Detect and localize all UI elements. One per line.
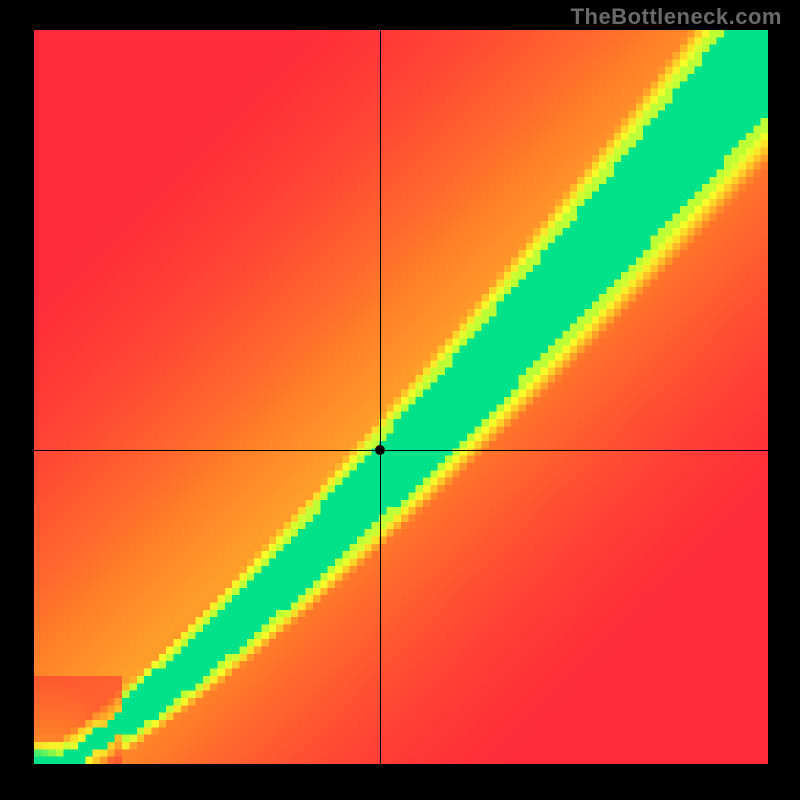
crosshair-dot [375,445,385,455]
heatmap-canvas [34,30,768,764]
crosshair-horizontal-line [34,450,768,451]
heatmap-plot [34,30,768,764]
crosshair-vertical-line [380,30,381,764]
watermark-text: TheBottleneck.com [571,4,782,30]
